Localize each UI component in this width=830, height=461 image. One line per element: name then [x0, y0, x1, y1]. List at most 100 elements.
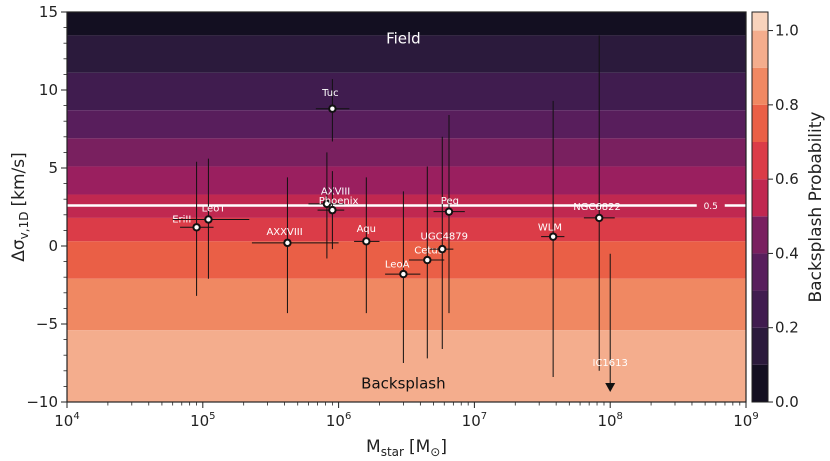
colorbar-segment [752, 327, 768, 365]
y-axis-title: Δσv,1D [km/s] [9, 152, 31, 261]
galaxy-point: Peg [433, 114, 465, 314]
point-center [330, 106, 335, 111]
x-axis-title: Mstar [M⊙] [366, 437, 447, 459]
point-center [194, 225, 199, 230]
colorbar-segment [752, 290, 768, 328]
galaxy-point: IC1613 [593, 253, 628, 392]
data-points: TucEriIILeoTAXXVIIIAXVIIIPhoenixAquLeoAC… [172, 35, 628, 392]
galaxy-label: Cetus [414, 246, 443, 257]
probability-band [67, 330, 746, 402]
colorbar-tick-label: 0.2 [775, 319, 799, 337]
point-center [324, 201, 330, 207]
probability-band [67, 35, 746, 73]
region-labels: Field Backsplash [361, 30, 445, 393]
galaxy-point: NGC6822 [573, 35, 621, 371]
colorbar-segment [752, 12, 768, 31]
colorbar-segment [752, 67, 768, 105]
colorbar-segment [752, 142, 768, 180]
probability-band [67, 12, 746, 36]
threshold-label: 0.5 [704, 202, 718, 212]
colorbar-segment [752, 179, 768, 217]
colorbar-tick-label: 0.0 [775, 393, 799, 411]
point-center [446, 209, 452, 214]
probability-band [67, 217, 746, 242]
galaxy-label: NGC6822 [573, 202, 621, 213]
x-axis-title-sub: star [381, 445, 404, 459]
galaxy-label: Aqu [357, 224, 376, 235]
x-tick-label: 105 [190, 411, 215, 430]
probability-band [67, 166, 746, 195]
galaxy-label: AXVIII [321, 186, 350, 197]
point-center [550, 234, 556, 239]
y-tick-label: 0 [48, 237, 58, 255]
galaxy-label: Peg [441, 196, 459, 207]
colorbar-title: Backsplash Probability [806, 112, 826, 303]
x-tick-label: 109 [733, 411, 758, 430]
y-axis: −10 −5 0 5 10 15 [26, 3, 67, 411]
y-axis-title-main: Δσ [9, 239, 29, 262]
colorbar-segment [752, 30, 768, 68]
colorbar-tick-label: 0.8 [775, 96, 799, 114]
probability-bands [67, 12, 746, 402]
galaxy-point: LeoT [172, 158, 250, 279]
y-axis-title-sub: v,1D [17, 212, 31, 240]
point-center [401, 271, 406, 277]
region-label: Backsplash [361, 374, 445, 392]
probability-band [67, 72, 746, 111]
point-center [364, 239, 369, 244]
point-center [330, 207, 335, 213]
galaxy-point: WLM [538, 100, 565, 378]
galaxy-point: UGC4879 [421, 136, 469, 349]
x-axis-title-main: M [366, 437, 381, 457]
galaxy-point: Phoenix [317, 171, 359, 250]
colorbar-segment [752, 253, 768, 291]
point-center [597, 215, 602, 221]
galaxy-point: LeoA [385, 191, 421, 363]
galaxy-point: Aqu [354, 177, 380, 314]
colorbar: 0.0 0.2 0.4 0.6 0.8 1.0 [751, 11, 799, 411]
colorbar-tick-label: 1.0 [775, 22, 799, 40]
colorbar-tick-label: 0.4 [775, 244, 799, 262]
colorbar-segment [752, 364, 768, 402]
y-tick-label: −10 [26, 393, 58, 411]
point-center [206, 217, 211, 222]
galaxy-label: LeoA [385, 260, 410, 271]
galaxy-point: Tuc [315, 79, 350, 142]
x-axis-title-unit-pre: [M [409, 437, 430, 457]
galaxy-label: Phoenix [319, 196, 359, 207]
galaxy-label: LeoT [202, 204, 227, 215]
y-tick-label: 10 [39, 81, 58, 99]
upper-limit-marker [605, 382, 616, 392]
x-tick-label: 106 [326, 411, 351, 430]
threshold-line-group: 0.5 [67, 202, 746, 212]
colorbar-segment [752, 104, 768, 142]
x-axis-title-unit-sym: ⊙ [430, 445, 440, 459]
colorbar-tick-label: 0.6 [775, 170, 799, 188]
y-tick-label: 15 [39, 3, 58, 21]
x-tick-label: 104 [54, 411, 79, 430]
galaxy-label: IC1613 [593, 358, 628, 369]
plot-frame [66, 11, 747, 403]
galaxy-point: AXXVIII [251, 177, 339, 314]
galaxy-label: AXXVIII [266, 227, 302, 238]
point-center [440, 246, 445, 252]
point-center [425, 257, 430, 263]
galaxy-point: AXVIII [308, 152, 350, 259]
probability-band [67, 278, 746, 331]
x-axis-title-unit-post: ] [440, 437, 447, 457]
y-tick-label: 5 [48, 159, 58, 177]
probability-band [67, 110, 746, 139]
x-tick-label: 108 [597, 411, 622, 430]
galaxy-label: Tuc [321, 88, 338, 99]
x-axis: 104 105 106 107 108 109 [54, 402, 759, 430]
colorbar-frame [751, 11, 769, 403]
probability-band [67, 138, 746, 167]
colorbar-segment [752, 216, 768, 254]
region-label: Field [386, 30, 421, 48]
galaxy-label: UGC4879 [421, 232, 469, 243]
x-tick-label: 107 [462, 411, 487, 430]
y-tick-label: −5 [36, 315, 58, 333]
galaxy-label: WLM [538, 222, 562, 233]
y-axis-title-unit: [km/s] [9, 152, 29, 206]
